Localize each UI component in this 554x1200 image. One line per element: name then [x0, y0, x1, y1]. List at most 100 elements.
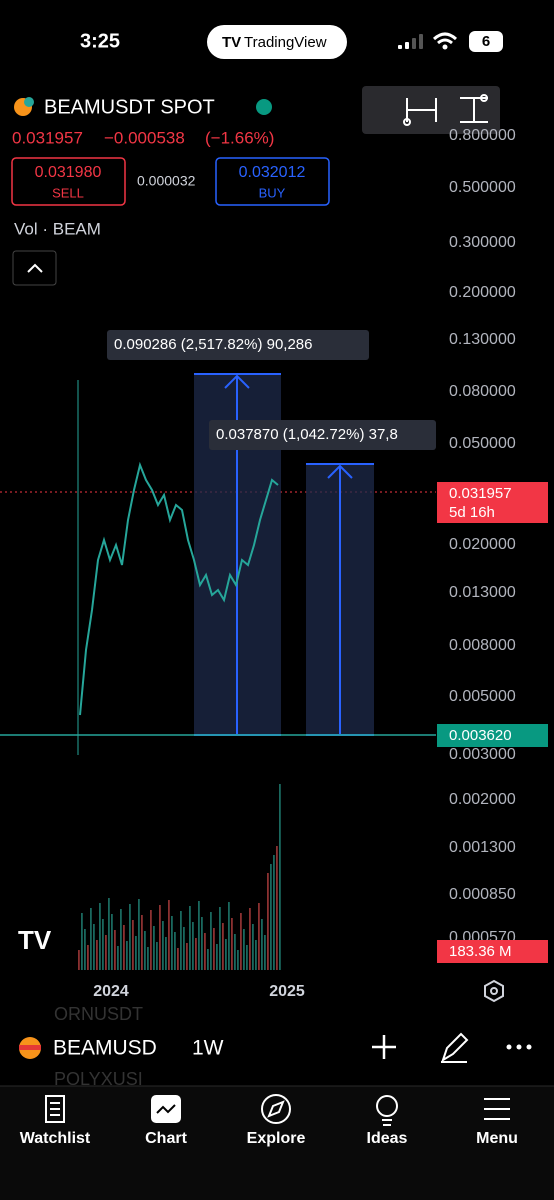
volume-bar-decor [117, 946, 119, 970]
buy-price: 0.032012 [239, 164, 306, 181]
volume-bar-decor [279, 784, 281, 970]
tab-label[interactable]: Explore [247, 1130, 306, 1147]
volume-bar-decor [237, 950, 239, 970]
tab-label[interactable]: Chart [145, 1130, 187, 1147]
volume-bar-decor [174, 932, 176, 970]
volume-bar-decor [162, 921, 164, 970]
volume-bar-decor [180, 911, 182, 970]
volume-bar-decor [105, 935, 107, 970]
volume-bar-decor [252, 924, 254, 970]
volume-bar-decor [201, 917, 203, 970]
tab-label[interactable]: Menu [476, 1130, 518, 1147]
app-name: TradingView [244, 34, 327, 51]
volume-bar-decor [129, 904, 131, 970]
wifi-dot [442, 44, 448, 50]
draw-button[interactable] [441, 1032, 469, 1063]
add-button[interactable] [372, 1035, 396, 1059]
volume-bar-decor [135, 936, 137, 970]
measure-label: 0.090286 (2,517.82%) 90,286 [114, 336, 313, 353]
price-axis-label: 0.005000 [449, 688, 516, 705]
volume-bar-decor [108, 898, 110, 970]
tab-label[interactable]: Watchlist [20, 1130, 91, 1147]
level-tag [437, 724, 548, 747]
volume-bar-decor [213, 928, 215, 970]
volume-bar-decor [246, 945, 248, 970]
price-axis: 0.800000 0.500000 0.300000 0.200000 0.130000… [449, 127, 516, 946]
volume-bar-decor [102, 919, 104, 970]
price-axis-label: 0.020000 [449, 536, 516, 553]
app-pill [207, 25, 347, 59]
volume-bar-decor [216, 944, 218, 970]
sell-label: SELL [52, 185, 84, 200]
wifi [432, 32, 458, 45]
volume-bar-decor [255, 940, 257, 970]
app-logo: TV [222, 34, 241, 51]
volume-bar-decor [114, 930, 116, 970]
battery-level: 6 [482, 33, 490, 50]
price-axis-label: 0.800000 [449, 127, 516, 144]
volume-bar-decor [261, 919, 263, 970]
sell-button[interactable] [11, 157, 126, 206]
volume-bar-decor [195, 938, 197, 970]
status-time: 3:25 [80, 30, 120, 52]
tab-label[interactable]: Ideas [367, 1130, 408, 1147]
toolbar-symbol-icon [19, 1045, 41, 1050]
symbol-title[interactable]: BEAMUSDT SPOT [44, 96, 215, 118]
volume-bar-decor [270, 864, 272, 970]
volume-bar-decor [189, 906, 191, 970]
volume-bar-decor [165, 937, 167, 970]
volume-bar-decor [111, 914, 113, 970]
volume-bar-decor [90, 908, 92, 970]
volume-bar-decor [243, 929, 245, 970]
volume-bar-decor [168, 900, 170, 970]
volume-bar-decor [141, 915, 143, 970]
volume-bar-decor [96, 940, 98, 970]
volume-bar-decor [183, 927, 185, 970]
volume-bar-decor [228, 902, 230, 970]
volume-bar-decor [99, 903, 101, 970]
volume-bar-decor [153, 926, 155, 970]
settings-button[interactable] [484, 979, 504, 1003]
behind-symbol: POLYXUSI [54, 1069, 143, 1089]
volume-bar-decor [264, 935, 266, 970]
volume-bar-decor [273, 855, 275, 970]
price-trace [79, 461, 279, 716]
volume-bar-decor [258, 903, 260, 970]
change: −0.000538 [104, 128, 185, 147]
collapse-button[interactable] [12, 250, 57, 286]
volume-bar-decor [210, 912, 212, 970]
volume-tag [437, 940, 548, 963]
price-axis-label: 0.050000 [449, 435, 516, 452]
volume-bar-decor [186, 943, 188, 970]
volume-bar-decor [234, 934, 236, 970]
more-button[interactable] [506, 1044, 532, 1050]
tab-labels: Watchlist Chart Explore Ideas Menu [20, 1130, 518, 1147]
measure-label-box [107, 330, 369, 360]
volume-bar-decor [204, 933, 206, 970]
volume-bar-decor [207, 949, 209, 970]
volume-bar-decor [225, 939, 227, 970]
price-axis-label: 0.001300 [449, 839, 516, 856]
price-axis-label: 0.300000 [449, 234, 516, 251]
toolbar-symbol[interactable]: BEAMUSD [53, 1037, 157, 1060]
volume-bar-decor [84, 929, 86, 970]
volume-bar-decor [240, 913, 242, 970]
volume-bar-decor [150, 910, 152, 970]
buy-label: BUY [259, 185, 286, 200]
volume-bar-decor [192, 922, 194, 970]
tv-watermark: TV [18, 925, 52, 955]
volume-bar-decor [123, 925, 125, 970]
toolbar-interval[interactable]: 1W [192, 1037, 224, 1060]
buy-button[interactable] [215, 157, 330, 206]
volume-bars [78, 784, 281, 970]
volume-bar-decor [93, 924, 95, 970]
symbol-icon-badge [24, 97, 34, 107]
volume-value: 183.36 M [449, 943, 512, 960]
volume-bar-decor [81, 913, 83, 970]
level-price: 0.003620 [449, 727, 512, 744]
price-axis-label: 0.013000 [449, 584, 516, 601]
tool-icons [403, 94, 488, 126]
signal [398, 34, 423, 49]
spread: 0.000032 [137, 173, 196, 189]
